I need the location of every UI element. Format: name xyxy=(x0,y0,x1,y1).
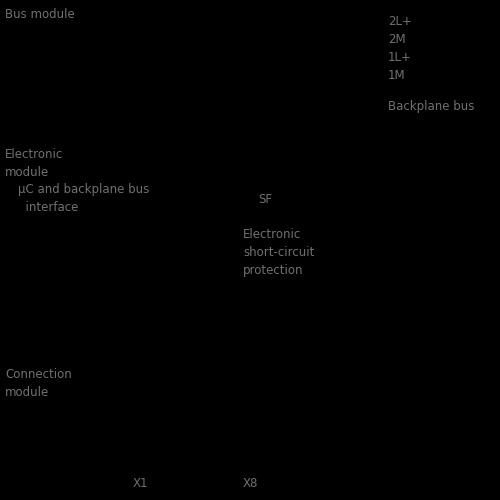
Text: SF: SF xyxy=(258,193,272,206)
Text: 2L+
2M
1L+
1M: 2L+ 2M 1L+ 1M xyxy=(388,15,412,82)
Text: Connection
module: Connection module xyxy=(5,368,72,399)
Text: μC and backplane bus
  interface: μC and backplane bus interface xyxy=(18,183,149,214)
Text: Electronic
short-circuit
protection: Electronic short-circuit protection xyxy=(243,228,314,277)
Text: X8: X8 xyxy=(243,477,258,490)
Text: X1: X1 xyxy=(133,477,148,490)
Text: Electronic
module: Electronic module xyxy=(5,148,63,179)
Text: Backplane bus: Backplane bus xyxy=(388,100,474,113)
Text: Bus module: Bus module xyxy=(5,8,75,21)
